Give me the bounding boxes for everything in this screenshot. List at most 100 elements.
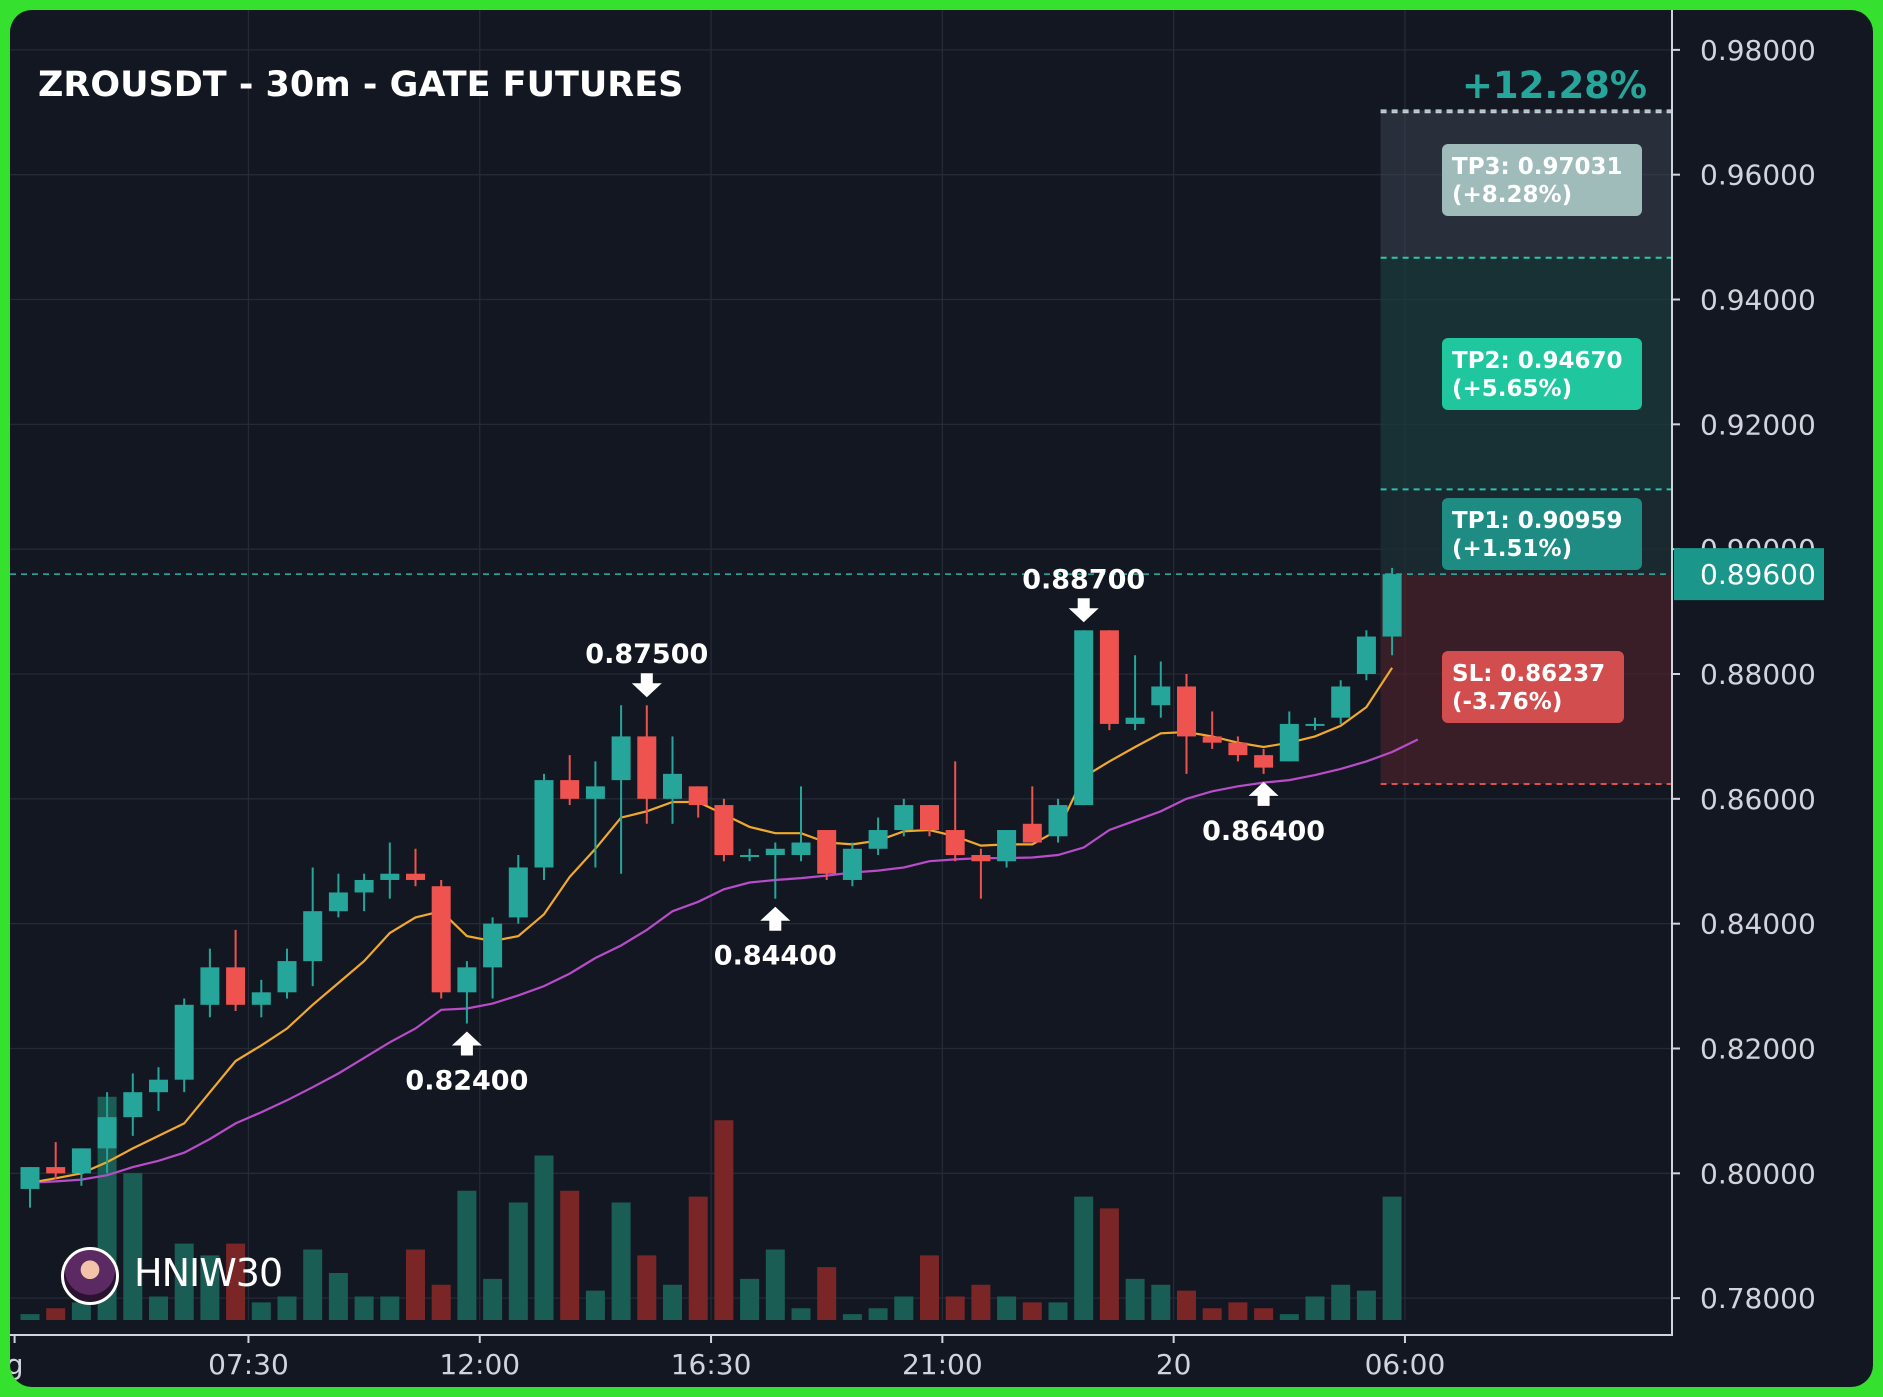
volume-bar <box>20 1314 40 1320</box>
arrow-up-icon <box>1248 781 1279 806</box>
candle-body <box>1228 742 1248 756</box>
volume-bar <box>842 1314 862 1320</box>
candle <box>765 842 785 899</box>
x-tick-label: g <box>10 1348 23 1381</box>
volume-bar <box>508 1202 528 1320</box>
volume-bar <box>1202 1308 1222 1320</box>
volume-bar <box>714 1120 734 1320</box>
candle-body <box>457 967 477 993</box>
candle-body <box>149 1079 168 1093</box>
y-tick-label: 0.98000 <box>1700 34 1816 67</box>
candle <box>1305 717 1325 731</box>
candle <box>71 1148 91 1186</box>
volume-bar <box>971 1284 991 1320</box>
candle-body <box>1356 636 1376 674</box>
tp2-label: TP2: 0.94670(+5.65%) <box>1442 338 1642 410</box>
candle <box>200 948 220 1018</box>
candle-body <box>1177 686 1196 737</box>
candle-body <box>123 1092 143 1118</box>
arrow-up-icon <box>760 906 791 931</box>
volume-bar <box>1331 1284 1351 1320</box>
volume-bar <box>740 1278 760 1320</box>
volume-bar <box>945 1296 965 1320</box>
candle <box>483 917 503 999</box>
candle-body <box>1099 630 1119 724</box>
candle-body <box>997 830 1017 862</box>
volume-bar <box>534 1155 554 1320</box>
x-tick-label: 21:00 <box>902 1348 983 1381</box>
candle <box>431 879 451 999</box>
current-price-tag-box <box>1674 548 1824 601</box>
candle <box>1074 630 1094 806</box>
x-tick-label: 20 <box>1156 1348 1192 1381</box>
candle-body <box>740 855 760 858</box>
volume-bar <box>380 1296 400 1320</box>
x-tick-label: 16:30 <box>671 1348 752 1381</box>
candle <box>1022 786 1042 843</box>
ma-fast-line <box>29 667 1394 1184</box>
volume-bar <box>123 1173 143 1320</box>
candle <box>20 1167 40 1208</box>
tp3-label-pct: (+8.28%) <box>1452 182 1572 208</box>
y-axis-ticks: 0.980000.960000.940000.920000.900000.880… <box>1672 34 1816 1315</box>
candle-body <box>1022 823 1042 843</box>
volume-bar <box>637 1255 657 1320</box>
tp1-label: TP1: 0.90959(+1.51%) <box>1442 498 1642 570</box>
price-marker: 0.88700 <box>1022 564 1145 623</box>
tp1-label-box <box>1442 498 1642 570</box>
price-marker: 0.87500 <box>585 639 708 698</box>
candle <box>534 773 554 880</box>
volume-bar <box>328 1273 348 1320</box>
y-tick-label: 0.78000 <box>1700 1282 1816 1315</box>
candle-body <box>406 873 425 880</box>
candle <box>508 855 528 924</box>
candle <box>560 755 580 806</box>
volume-bar <box>46 1308 66 1320</box>
candle-body <box>765 848 785 856</box>
price-marker-label: 0.84400 <box>714 941 837 972</box>
candle-body <box>277 961 297 993</box>
volume-bar <box>663 1284 682 1320</box>
avatar <box>61 1247 119 1305</box>
y-tick-label: 0.96000 <box>1700 159 1816 192</box>
candle-body <box>1331 686 1351 718</box>
candle-body <box>842 848 862 880</box>
y-tick-label: 0.88000 <box>1700 658 1816 691</box>
candle <box>251 979 271 1018</box>
candle-body <box>791 842 811 856</box>
volume-bars <box>20 1096 1402 1320</box>
candle <box>1151 661 1171 718</box>
candle-body <box>71 1148 91 1174</box>
candle <box>354 873 374 912</box>
candle-body <box>508 867 528 918</box>
candle-body <box>637 736 657 799</box>
volume-bar <box>354 1296 374 1320</box>
volume-bar <box>200 1255 220 1320</box>
candle-body <box>1254 755 1274 768</box>
tp2-label-price: TP2: 0.94670 <box>1452 348 1623 374</box>
candlestick-chart[interactable]: 0.82400 0.87500 0.84400 0.88700 0.86400 TP3: … <box>10 10 1873 1387</box>
candle-body <box>894 805 914 831</box>
candle-body <box>945 830 965 856</box>
candle-body <box>971 855 991 862</box>
volume-bar <box>1305 1296 1325 1320</box>
candle <box>1254 748 1274 774</box>
tp2-label-pct: (+5.65%) <box>1452 376 1572 402</box>
candle <box>328 873 348 918</box>
tp3-label: TP3: 0.97031(+8.28%) <box>1442 144 1642 216</box>
candle-body <box>1151 686 1171 706</box>
tp1-label-price: TP1: 0.90959 <box>1452 508 1623 534</box>
arrow-down-icon <box>631 673 662 698</box>
candle-body <box>817 830 837 874</box>
candle <box>663 736 682 824</box>
y-tick-label: 0.84000 <box>1700 908 1816 941</box>
candle-body <box>1074 630 1094 806</box>
candle-body <box>868 830 888 849</box>
candle <box>1331 680 1351 724</box>
chart-frame: 0.82400 0.87500 0.84400 0.88700 0.86400 TP3: … <box>10 10 1873 1387</box>
sl-label-box <box>1442 651 1624 723</box>
candle <box>611 705 631 874</box>
candle <box>303 867 323 987</box>
volume-bar <box>611 1202 631 1320</box>
candle <box>920 805 939 837</box>
